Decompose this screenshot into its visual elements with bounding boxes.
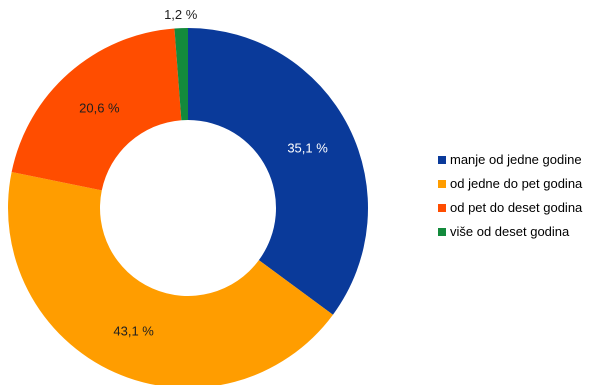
- slice-label-1: 43,1 %: [113, 323, 154, 338]
- legend-label-0: manje od jedne godine: [450, 152, 582, 167]
- slice-labels: 35,1 % 43,1 % 20,6 % 1,2 %: [79, 7, 328, 338]
- legend-swatch-3: [438, 228, 446, 236]
- slice-label-0: 35,1 %: [287, 141, 328, 156]
- legend-swatch-0: [438, 156, 446, 164]
- legend-swatch-2: [438, 204, 446, 212]
- legend-label-3: više od deset godina: [450, 224, 570, 239]
- slice-3: [174, 28, 188, 121]
- slice-1: [8, 172, 333, 385]
- legend-label-1: od jedne do pet godina: [450, 176, 583, 191]
- slice-0: [188, 28, 368, 315]
- legend-swatch-1: [438, 180, 446, 188]
- chart-legend: manje od jedne godine od jedne do pet god…: [438, 152, 583, 239]
- chart-slices: [8, 28, 368, 385]
- legend-label-2: od pet do deset godina: [450, 200, 583, 215]
- slice-label-3: 1,2 %: [164, 7, 198, 22]
- slice-2: [11, 28, 182, 191]
- slice-label-2: 20,6 %: [79, 100, 120, 115]
